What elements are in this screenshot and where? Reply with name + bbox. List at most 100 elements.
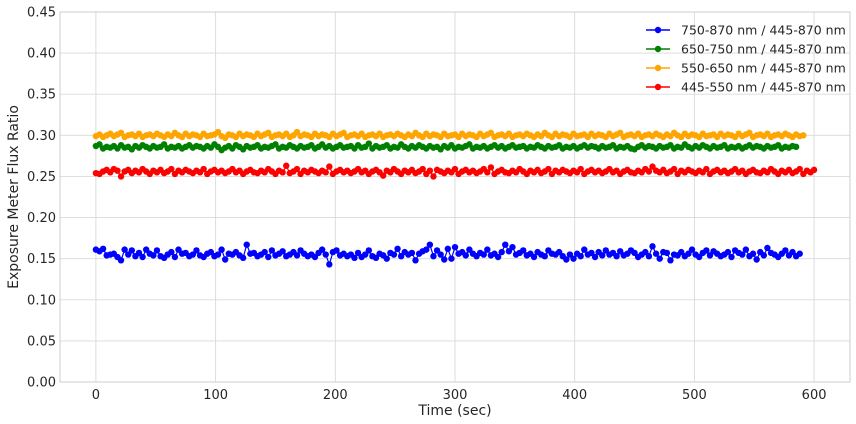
x-axis-label: Time (sec) [417, 403, 491, 419]
data-point [160, 141, 168, 148]
data-point [426, 167, 434, 174]
data-point [591, 253, 599, 261]
data-point [365, 140, 373, 147]
data-point [268, 247, 276, 254]
data-point [128, 247, 136, 254]
data-point [114, 167, 121, 174]
data-point [484, 169, 491, 176]
data-point [408, 249, 416, 257]
y-tick-label: 0.05 [27, 334, 56, 349]
data-point [810, 166, 818, 174]
legend-marker [654, 45, 662, 53]
data-point [426, 241, 434, 248]
data-point [261, 248, 268, 256]
data-point [631, 249, 638, 257]
data-point [265, 253, 272, 261]
data-point [379, 172, 387, 179]
data-point [394, 245, 401, 252]
data-point [724, 248, 732, 256]
data-point [599, 252, 606, 259]
data-point [530, 253, 538, 261]
data-point [214, 128, 222, 136]
data-point [333, 247, 340, 254]
data-point [365, 247, 373, 254]
data-point [466, 141, 473, 148]
data-point [541, 253, 548, 260]
data-point [430, 253, 437, 260]
data-point [448, 255, 455, 262]
y-tick-label: 0.35 [27, 88, 56, 103]
data-point [322, 169, 329, 176]
data-point [728, 253, 735, 261]
data-point [796, 250, 803, 257]
data-point [487, 164, 495, 171]
data-point [739, 251, 746, 258]
data-point [480, 251, 487, 258]
data-point [652, 250, 660, 257]
data-point [577, 253, 584, 260]
legend-marker [654, 64, 662, 72]
data-point [117, 257, 125, 264]
x-tick-label: 0 [92, 388, 100, 403]
data-point [577, 165, 584, 173]
data-point [502, 241, 509, 248]
data-point [423, 246, 430, 253]
data-point [588, 249, 595, 257]
data-point [362, 251, 369, 258]
data-point [430, 173, 437, 180]
x-tick-label: 100 [203, 388, 228, 403]
data-point [706, 252, 714, 259]
data-point [789, 248, 796, 256]
legend-item: 750-870 nm / 445-870 nm [646, 23, 846, 38]
data-point [279, 248, 286, 255]
data-point [792, 143, 800, 151]
data-point [555, 248, 563, 256]
tick-labels: 0 100 200 300 400 500 600 0.00 0.05 0.10 0.15 0.20 0… [27, 6, 826, 404]
data-point [451, 165, 459, 173]
data-point [218, 246, 225, 253]
data-point [351, 254, 358, 262]
y-tick-label: 0.10 [27, 293, 56, 308]
data-point [171, 253, 179, 261]
y-tick-label: 0.45 [27, 6, 56, 21]
data-point [466, 246, 473, 253]
data-point [645, 253, 653, 260]
data-point [293, 128, 301, 136]
data-point [649, 243, 656, 250]
data-point [150, 252, 157, 259]
y-tick-label: 0.25 [27, 170, 56, 185]
data-point [412, 257, 419, 264]
data-point [570, 255, 577, 262]
data-point [207, 248, 215, 256]
data-point [703, 165, 710, 173]
data-point [168, 248, 175, 256]
series-3 [92, 128, 807, 141]
legend-marker [654, 83, 662, 91]
data-point [168, 165, 175, 173]
data-point [96, 141, 103, 148]
data-point [283, 162, 290, 169]
data-point [616, 248, 624, 255]
data-point [390, 251, 398, 258]
data-point [746, 129, 753, 137]
data-point [221, 256, 229, 263]
data-point [764, 244, 771, 252]
data-point [487, 129, 495, 137]
legend-item: 550-650 nm / 445-870 nm [646, 61, 846, 76]
y-tick-label: 0.15 [27, 252, 56, 267]
data-point [645, 168, 653, 175]
data-point [451, 243, 459, 251]
data-point [670, 165, 678, 173]
data-point [656, 255, 663, 262]
data-point [494, 253, 502, 261]
data-point [372, 254, 380, 262]
data-point [322, 251, 329, 258]
data-point [139, 253, 146, 261]
data-point [602, 247, 610, 254]
y-tick-label: 0.20 [27, 211, 56, 226]
data-point [800, 132, 807, 139]
data-point [117, 129, 125, 137]
data-point [293, 252, 301, 259]
data-point [272, 141, 279, 148]
data-point [649, 163, 656, 170]
